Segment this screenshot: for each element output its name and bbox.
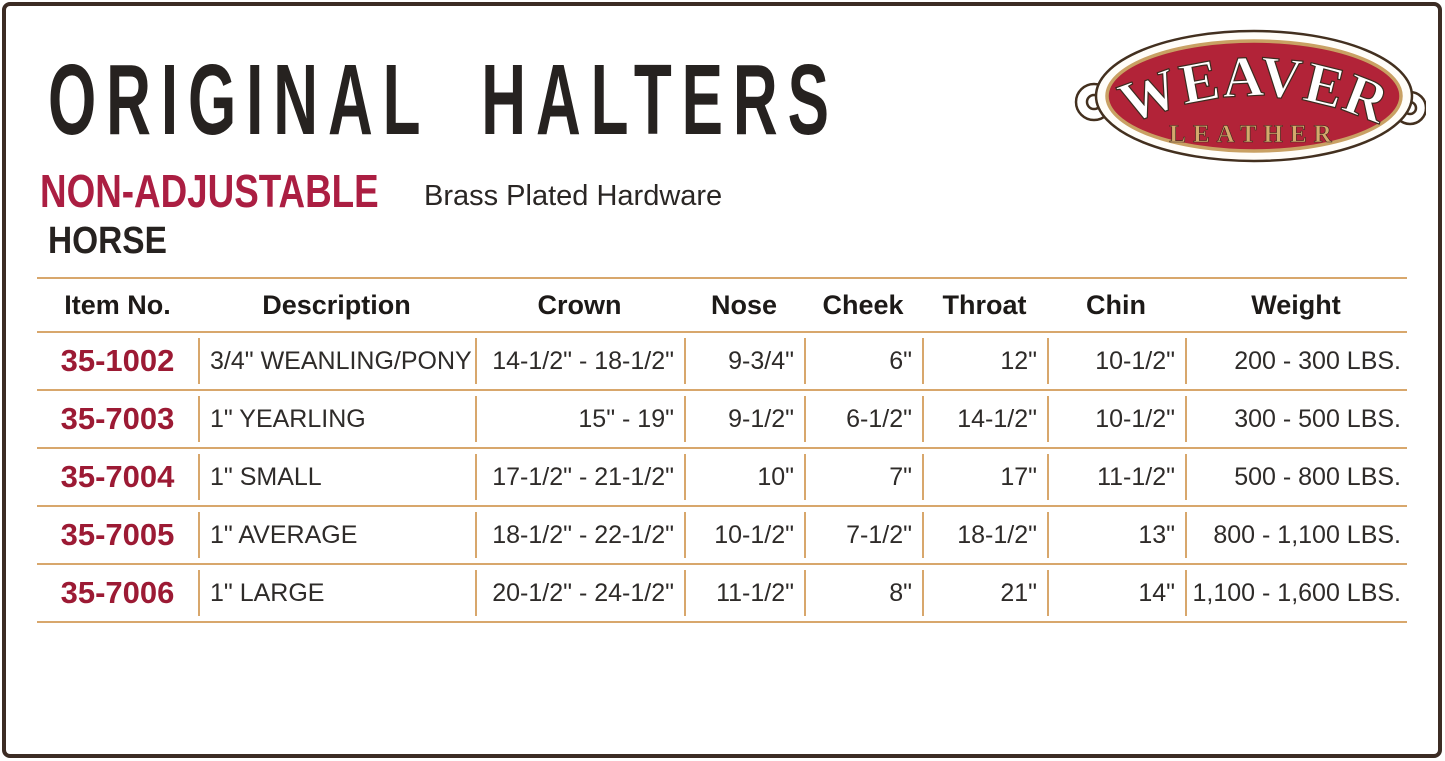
logo-oval <box>1094 29 1414 163</box>
description: 1" AVERAGE <box>198 512 475 558</box>
table-header-row: Item No. Description Crown Nose Cheek Th… <box>37 277 1407 333</box>
description: 1" LARGE <box>198 570 475 616</box>
throat: 14-1/2" <box>922 396 1047 442</box>
logo-leather-text: LEATHER <box>1169 121 1338 148</box>
size-table: Item No. Description Crown Nose Cheek Th… <box>37 277 1407 623</box>
weaver-leather-logo-svg: WEAVER LEATHER <box>1074 29 1428 163</box>
cheek: 7-1/2" <box>804 512 922 558</box>
column-header-item-no: Item No. <box>64 289 171 320</box>
table-row: 35-7004 1" SMALL 17-1/2" - 21-1/2" 10" 7… <box>37 449 1407 507</box>
subtitle-non-adjustable: NON-ADJUSTABLE <box>40 165 379 217</box>
description: 1" YEARLING <box>198 396 475 442</box>
item-no: 35-7004 <box>60 459 175 494</box>
crown: 18-1/2" - 22-1/2" <box>475 512 684 558</box>
item-no: 35-7006 <box>60 575 175 610</box>
weight: 200 - 300 LBS. <box>1185 338 1407 384</box>
chin: 13" <box>1047 512 1185 558</box>
weight: 500 - 800 LBS. <box>1185 454 1407 500</box>
column-header-weight: Weight <box>1251 289 1341 320</box>
chin: 14" <box>1047 570 1185 616</box>
throat: 17" <box>922 454 1047 500</box>
description: 1" SMALL <box>198 454 475 500</box>
column-header-nose: Nose <box>710 289 778 320</box>
crown: 20-1/2" - 24-1/2" <box>475 570 684 616</box>
throat: 18-1/2" <box>922 512 1047 558</box>
chin: 11-1/2" <box>1047 454 1185 500</box>
section-label-horse: HORSE <box>48 220 167 262</box>
weight: 800 - 1,100 LBS. <box>1185 512 1407 558</box>
throat: 21" <box>922 570 1047 616</box>
weight: 300 - 500 LBS. <box>1185 396 1407 442</box>
nose: 11-1/2" <box>684 570 804 616</box>
description: 3/4" WEANLING/PONY <box>198 338 475 384</box>
chin: 10-1/2" <box>1047 338 1185 384</box>
cheek: 7" <box>804 454 922 500</box>
table-row: 35-7005 1" AVERAGE 18-1/2" - 22-1/2" 10-… <box>37 507 1407 565</box>
item-no: 35-7003 <box>60 401 175 436</box>
crown: 14-1/2" - 18-1/2" <box>475 338 684 384</box>
nose: 9-1/2" <box>684 396 804 442</box>
table-row: 35-7003 1" YEARLING 15" - 19" 9-1/2" 6-1… <box>37 391 1407 449</box>
column-header-crown: Crown <box>537 289 622 320</box>
hardware-note: Brass Plated Hardware <box>424 180 723 212</box>
crown: 15" - 19" <box>475 396 684 442</box>
throat: 12" <box>922 338 1047 384</box>
weight: 1,100 - 1,600 LBS. <box>1185 570 1407 616</box>
nose: 10-1/2" <box>684 512 804 558</box>
table-row: 35-7006 1" LARGE 20-1/2" - 24-1/2" 11-1/… <box>37 565 1407 623</box>
column-header-description: Description <box>262 289 411 320</box>
weaver-leather-logo: WEAVER LEATHER <box>1074 16 1428 176</box>
item-no: 35-1002 <box>60 343 175 378</box>
table-row: 35-1002 3/4" WEANLING/PONY 14-1/2" - 18-… <box>37 333 1407 391</box>
chin: 10-1/2" <box>1047 396 1185 442</box>
column-header-cheek: Cheek <box>822 289 904 320</box>
nose: 10" <box>684 454 804 500</box>
cheek: 8" <box>804 570 922 616</box>
item-no: 35-7005 <box>60 517 175 552</box>
page-title: ORIGINAL HALTERS <box>48 44 839 156</box>
nose: 9-3/4" <box>684 338 804 384</box>
column-header-chin: Chin <box>1086 289 1146 320</box>
cheek: 6-1/2" <box>804 396 922 442</box>
crown: 17-1/2" - 21-1/2" <box>475 454 684 500</box>
cheek: 6" <box>804 338 922 384</box>
column-header-throat: Throat <box>942 289 1027 320</box>
